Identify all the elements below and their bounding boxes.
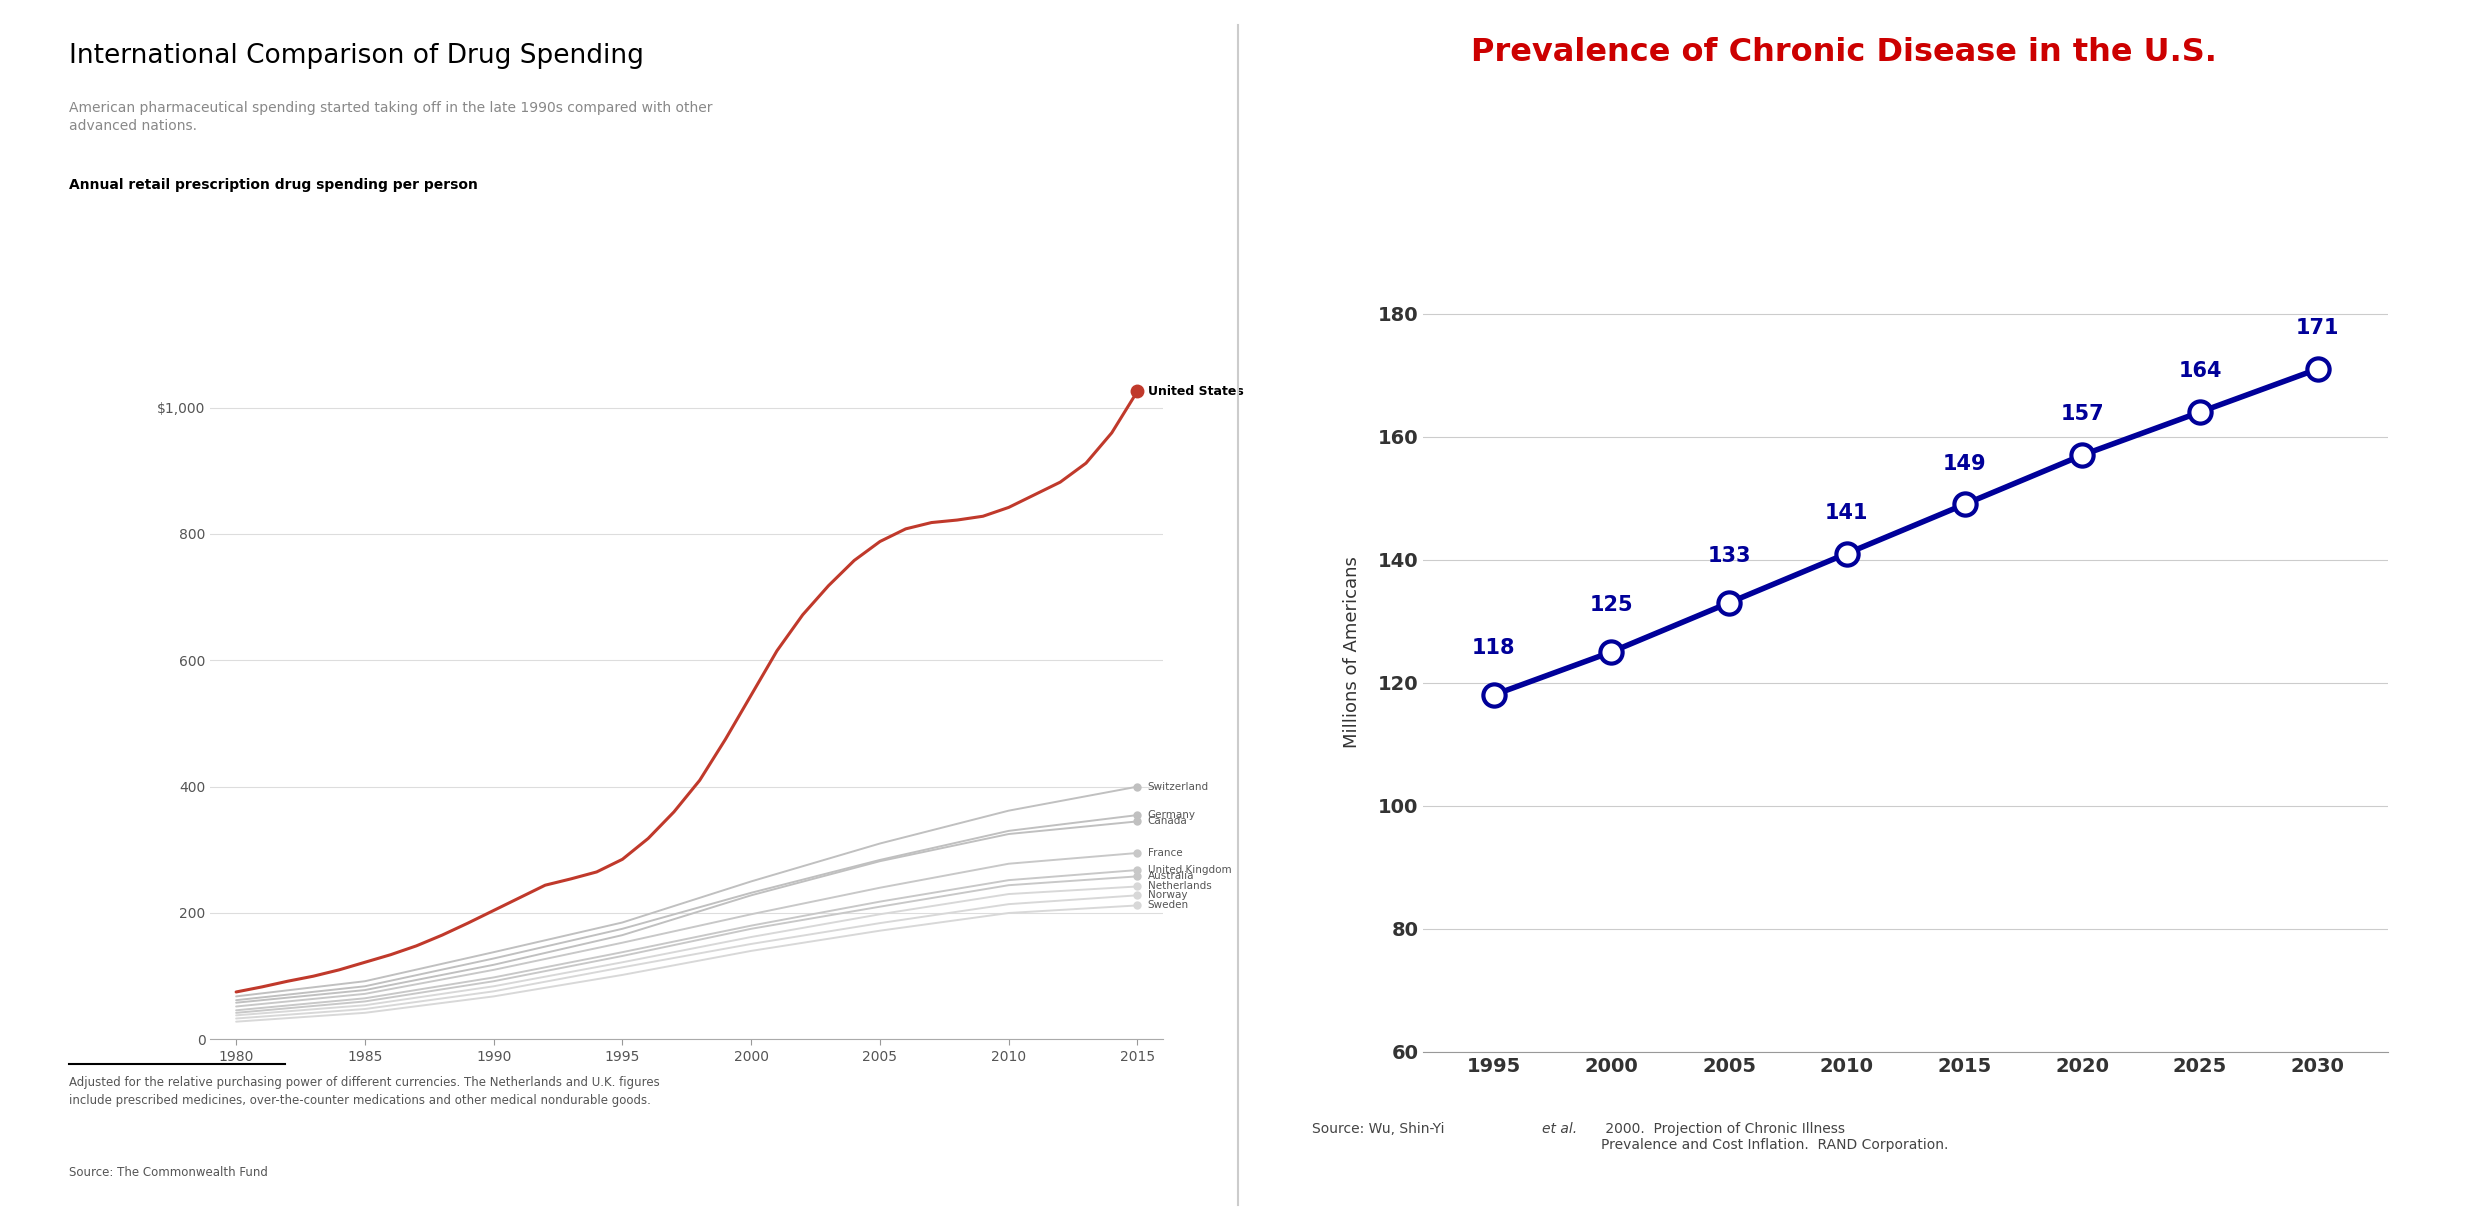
Text: 149: 149 [1943, 454, 1987, 474]
Text: Sweden: Sweden [1148, 900, 1188, 910]
Text: Prevalence of Chronic Disease in the U.S.: Prevalence of Chronic Disease in the U.S… [1470, 37, 2218, 68]
Text: 118: 118 [1473, 638, 1515, 658]
Text: Canada: Canada [1148, 817, 1188, 827]
Text: Adjusted for the relative purchasing power of different currencies. The Netherla: Adjusted for the relative purchasing pow… [69, 1076, 661, 1107]
Text: Source: Wu, Shin-Yi: Source: Wu, Shin-Yi [1312, 1122, 1448, 1135]
Text: 2000.  Projection of Chronic Illness
Prevalence and Cost Inflation.  RAND Corpor: 2000. Projection of Chronic Illness Prev… [1601, 1122, 1948, 1153]
Text: et al.: et al. [1542, 1122, 1577, 1135]
Y-axis label: Millions of Americans: Millions of Americans [1344, 556, 1361, 748]
Text: Netherlands: Netherlands [1148, 882, 1213, 892]
Text: American pharmaceutical spending started taking off in the late 1990s compared w: American pharmaceutical spending started… [69, 101, 713, 133]
Text: International Comparison of Drug Spending: International Comparison of Drug Spendin… [69, 43, 644, 69]
Text: 171: 171 [2297, 319, 2339, 338]
Text: France: France [1148, 847, 1183, 859]
Text: Switzerland: Switzerland [1148, 781, 1208, 792]
Text: Source: The Commonwealth Fund: Source: The Commonwealth Fund [69, 1166, 267, 1180]
Text: United States: United States [1148, 385, 1242, 397]
Text: 157: 157 [2062, 405, 2104, 424]
Text: United Kingdom: United Kingdom [1148, 865, 1233, 875]
Text: 164: 164 [2178, 362, 2223, 381]
Text: 133: 133 [1708, 546, 1750, 566]
Text: Germany: Germany [1148, 811, 1195, 820]
Text: Annual retail prescription drug spending per person: Annual retail prescription drug spending… [69, 178, 478, 192]
Text: Australia: Australia [1148, 871, 1195, 882]
Text: 125: 125 [1589, 595, 1634, 615]
Text: 141: 141 [1824, 503, 1869, 523]
Text: Norway: Norway [1148, 891, 1188, 900]
